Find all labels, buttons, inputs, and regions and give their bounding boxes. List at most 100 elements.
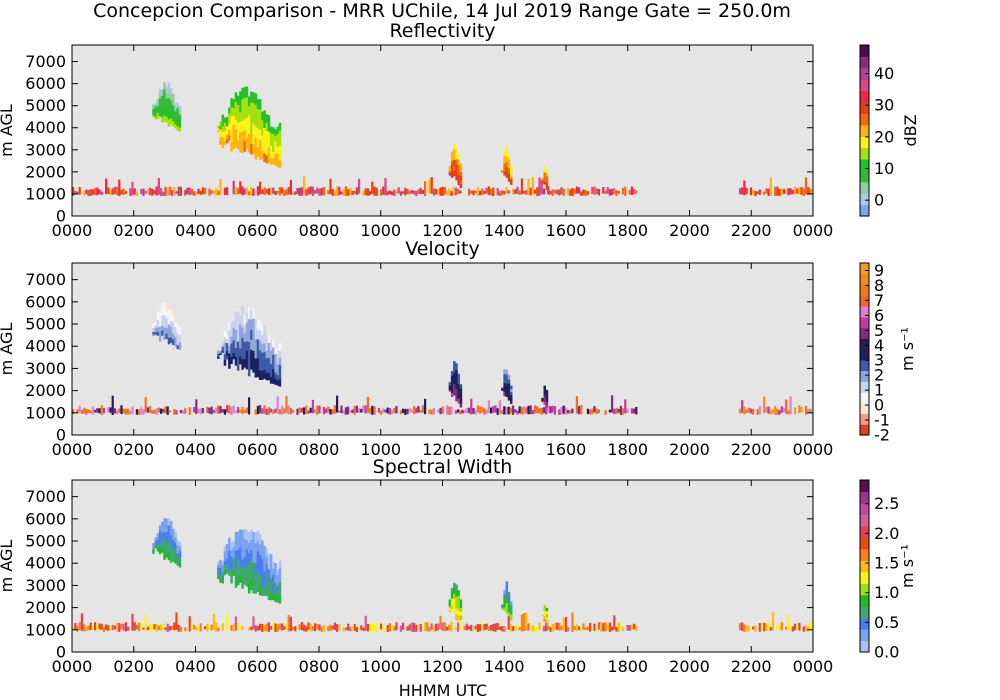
data-cell	[201, 408, 204, 414]
data-cell	[245, 539, 249, 550]
data-cell	[165, 116, 168, 123]
data-cell	[243, 341, 247, 351]
data-cell	[281, 405, 284, 415]
data-cell	[204, 187, 207, 195]
data-cell	[174, 531, 177, 538]
data-cell	[785, 189, 788, 194]
data-cell	[232, 99, 236, 108]
data-cell	[111, 624, 114, 631]
data-cell	[234, 559, 238, 570]
data-cell	[520, 614, 523, 632]
x-tick-label: 0200	[113, 221, 154, 240]
data-cell	[507, 163, 511, 169]
data-cell	[149, 405, 152, 413]
data-cell	[230, 542, 233, 550]
data-cell	[98, 623, 101, 630]
data-cell	[258, 99, 262, 110]
data-cell	[490, 407, 493, 414]
x-tick-label: 0200	[113, 657, 154, 676]
data-cell	[158, 336, 162, 342]
data-cell	[152, 329, 155, 333]
data-cell	[395, 405, 398, 414]
data-cell	[161, 111, 164, 118]
data-cell	[154, 324, 157, 328]
y-tick-label: 4000	[25, 337, 66, 356]
data-cell	[536, 406, 539, 414]
data-cell	[161, 537, 164, 543]
data-cell	[164, 406, 167, 414]
data-cell	[234, 356, 238, 366]
data-cell	[247, 532, 251, 543]
data-cell	[421, 405, 424, 413]
data-cell	[756, 409, 759, 415]
data-cell	[536, 626, 539, 632]
data-cell	[520, 406, 523, 415]
colorbar-tick-label: 9	[874, 261, 884, 280]
data-cell	[582, 623, 585, 630]
data-cell	[543, 618, 546, 622]
data-cell	[169, 117, 173, 125]
data-cell	[245, 359, 249, 370]
data-cell	[446, 405, 449, 415]
data-cell	[382, 408, 385, 413]
data-cell	[234, 410, 237, 413]
data-cell	[358, 408, 361, 414]
data-cell	[258, 584, 262, 596]
colorbar-tick-label: 6	[874, 306, 884, 325]
data-cell	[505, 586, 509, 593]
data-cell	[219, 140, 222, 145]
data-cell	[294, 626, 297, 632]
data-cell	[384, 409, 387, 413]
data-cell	[241, 326, 244, 339]
y-tick-label: 1000	[25, 620, 66, 639]
data-cell	[472, 190, 475, 196]
data-cell	[167, 323, 171, 332]
data-cell	[503, 626, 506, 632]
data-cell	[507, 190, 510, 194]
data-cell	[404, 408, 407, 415]
data-cell	[503, 596, 506, 601]
data-cell	[481, 622, 484, 631]
data-cell	[174, 552, 177, 559]
data-cell	[483, 624, 486, 631]
data-cell	[507, 611, 511, 617]
data-cell	[338, 624, 341, 631]
data-cell	[278, 560, 282, 569]
data-cell	[611, 626, 614, 631]
data-cell	[154, 320, 157, 323]
data-cell	[265, 547, 269, 557]
data-cell	[228, 322, 231, 331]
data-cell	[765, 406, 768, 413]
data-cell	[448, 609, 452, 613]
data-cell	[176, 540, 179, 546]
x-tick-label: 1600	[546, 221, 587, 240]
data-cell	[470, 624, 473, 631]
data-cell	[311, 399, 314, 414]
data-cell	[501, 168, 504, 170]
data-cell	[225, 138, 229, 144]
data-cell	[215, 407, 218, 413]
data-cell	[349, 626, 352, 632]
data-cell	[76, 625, 79, 632]
data-cell	[289, 616, 292, 632]
data-cell	[278, 574, 282, 583]
data-cell	[263, 562, 266, 572]
data-cell	[580, 627, 583, 632]
data-cell	[174, 557, 177, 564]
data-cell	[443, 186, 446, 195]
data-cell	[173, 622, 176, 631]
data-cell	[223, 359, 227, 366]
x-tick-label: 1200	[422, 221, 463, 240]
data-cell	[116, 410, 119, 415]
data-cell	[791, 189, 794, 195]
colorbar-swatch	[860, 147, 869, 160]
data-cell	[223, 126, 227, 132]
data-cell	[254, 338, 258, 349]
data-cell	[171, 189, 174, 196]
data-cell	[778, 188, 781, 197]
data-cell	[455, 381, 458, 389]
data-cell	[347, 189, 350, 196]
data-cell	[573, 188, 576, 194]
data-cell	[272, 151, 275, 159]
colorbar-swatch	[860, 359, 869, 372]
